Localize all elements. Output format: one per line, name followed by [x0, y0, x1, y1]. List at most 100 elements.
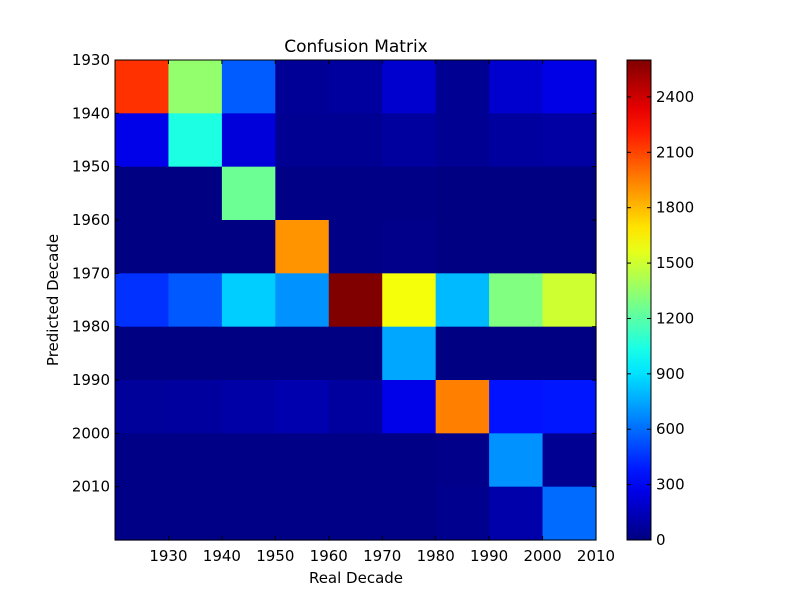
y-tick-label: 1990: [72, 371, 110, 389]
colorbar: [626, 59, 652, 541]
heatmap-cell: [168, 326, 223, 381]
heatmap-cell: [221, 220, 276, 274]
heatmap-cell: [115, 486, 170, 541]
y-tick-label: 1960: [72, 211, 110, 229]
heatmap-cell: [435, 433, 490, 488]
heatmap-cell: [328, 166, 383, 221]
heatmap-cell: [328, 273, 383, 328]
heatmap-cell: [435, 220, 490, 274]
heatmap-cell: [275, 326, 330, 381]
heatmap-cell: [435, 60, 490, 114]
x-tick-label: 1950: [256, 547, 294, 565]
heatmap-cell: [221, 166, 276, 221]
colorbar-tick-label: 1500: [656, 254, 694, 272]
heatmap-cell: [542, 273, 597, 328]
heatmap-cell: [489, 113, 544, 168]
heatmap-cell: [435, 166, 490, 221]
heatmap-cell: [221, 326, 276, 381]
heatmap-cell: [275, 166, 330, 221]
x-tick-label: 2000: [523, 547, 561, 565]
x-axis-label: Real Decade: [309, 569, 403, 587]
heatmap-cell: [382, 326, 437, 381]
heatmap-cell: [168, 113, 223, 168]
heatmap-cell: [328, 433, 383, 488]
heatmap-cell: [382, 220, 437, 274]
heatmap-cell: [489, 166, 544, 221]
colorbar-tick-label: 2400: [656, 88, 694, 106]
heatmap-cells: [115, 60, 597, 541]
heatmap-cell: [542, 220, 597, 274]
colorbar-tick-label: 900: [656, 365, 685, 383]
x-tick-label: 1930: [149, 547, 187, 565]
colorbar-tick-label: 1200: [656, 309, 694, 327]
heatmap-cell: [275, 380, 330, 434]
heatmap-cell: [435, 486, 490, 541]
heatmap-cell: [489, 326, 544, 381]
heatmap-cell: [542, 60, 597, 114]
heatmap-cell: [382, 166, 437, 221]
heatmap-cell: [115, 380, 170, 434]
heatmap-cell: [168, 273, 223, 328]
x-tick-label: 1970: [363, 547, 401, 565]
heatmap-cell: [489, 433, 544, 488]
heatmap-cell: [115, 273, 170, 328]
heatmap-cell: [542, 380, 597, 434]
heatmap-cell: [489, 60, 544, 114]
x-tick-label: 1940: [203, 547, 241, 565]
heatmap-cell: [275, 220, 330, 274]
heatmap-cell: [328, 380, 383, 434]
y-tick-label: 2010: [72, 478, 110, 496]
heatmap-cell: [221, 113, 276, 168]
y-tick-label: 1980: [72, 318, 110, 336]
y-tick-label: 2000: [72, 424, 110, 442]
x-tick-label: 1960: [310, 547, 348, 565]
colorbar-ticks: 0 300 600 900 1200 1500 1800 2100 2400: [627, 88, 694, 549]
heatmap-cell: [382, 380, 437, 434]
heatmap-cell: [168, 60, 223, 114]
heatmap-cell: [382, 433, 437, 488]
heatmap-cell: [221, 60, 276, 114]
heatmap-cell: [489, 380, 544, 434]
heatmap-cell: [115, 220, 170, 274]
heatmap-cell: [328, 113, 383, 168]
heatmap-cell: [435, 273, 490, 328]
colorbar-tick-label: 0: [656, 531, 666, 549]
heatmap-cell: [168, 486, 223, 541]
colorbar-tick-label: 2100: [656, 143, 694, 161]
heatmap-cell: [489, 220, 544, 274]
heatmap-cell: [382, 273, 437, 328]
heatmap-cell: [168, 220, 223, 274]
heatmap-cell: [542, 326, 597, 381]
heatmap-cell: [115, 326, 170, 381]
heatmap-cell: [221, 433, 276, 488]
heatmap-cell: [542, 486, 597, 541]
heatmap-cell: [382, 486, 437, 541]
heatmap-cell: [542, 166, 597, 221]
heatmap-cell: [489, 273, 544, 328]
x-tick-label: 1980: [417, 547, 455, 565]
heatmap-cell: [168, 380, 223, 434]
y-tick-label: 1970: [72, 264, 110, 282]
heatmap-cell: [382, 113, 437, 168]
heatmap-cell: [168, 433, 223, 488]
heatmap-cell: [328, 326, 383, 381]
heatmap-cell: [115, 166, 170, 221]
plot-frame: [114, 59, 597, 541]
axis-ticks: 1930 1940 1950 1960 1970 1980 1990 2000 2010 1930…: [72, 51, 615, 565]
heatmap-cell: [275, 273, 330, 328]
x-tick-label: 1990: [470, 547, 508, 565]
chart-title: Confusion Matrix: [284, 37, 428, 57]
heatmap-cell: [115, 60, 170, 114]
heatmap-cell: [435, 380, 490, 434]
heatmap-cell: [115, 433, 170, 488]
x-tick-label: 2010: [577, 547, 615, 565]
heatmap-cell: [382, 60, 437, 114]
heatmap-cell: [221, 486, 276, 541]
y-tick-label: 1930: [72, 51, 110, 69]
heatmap-cell: [275, 60, 330, 114]
heatmap-cell: [275, 113, 330, 168]
heatmap-cell: [435, 113, 490, 168]
heatmap-cell: [328, 220, 383, 274]
